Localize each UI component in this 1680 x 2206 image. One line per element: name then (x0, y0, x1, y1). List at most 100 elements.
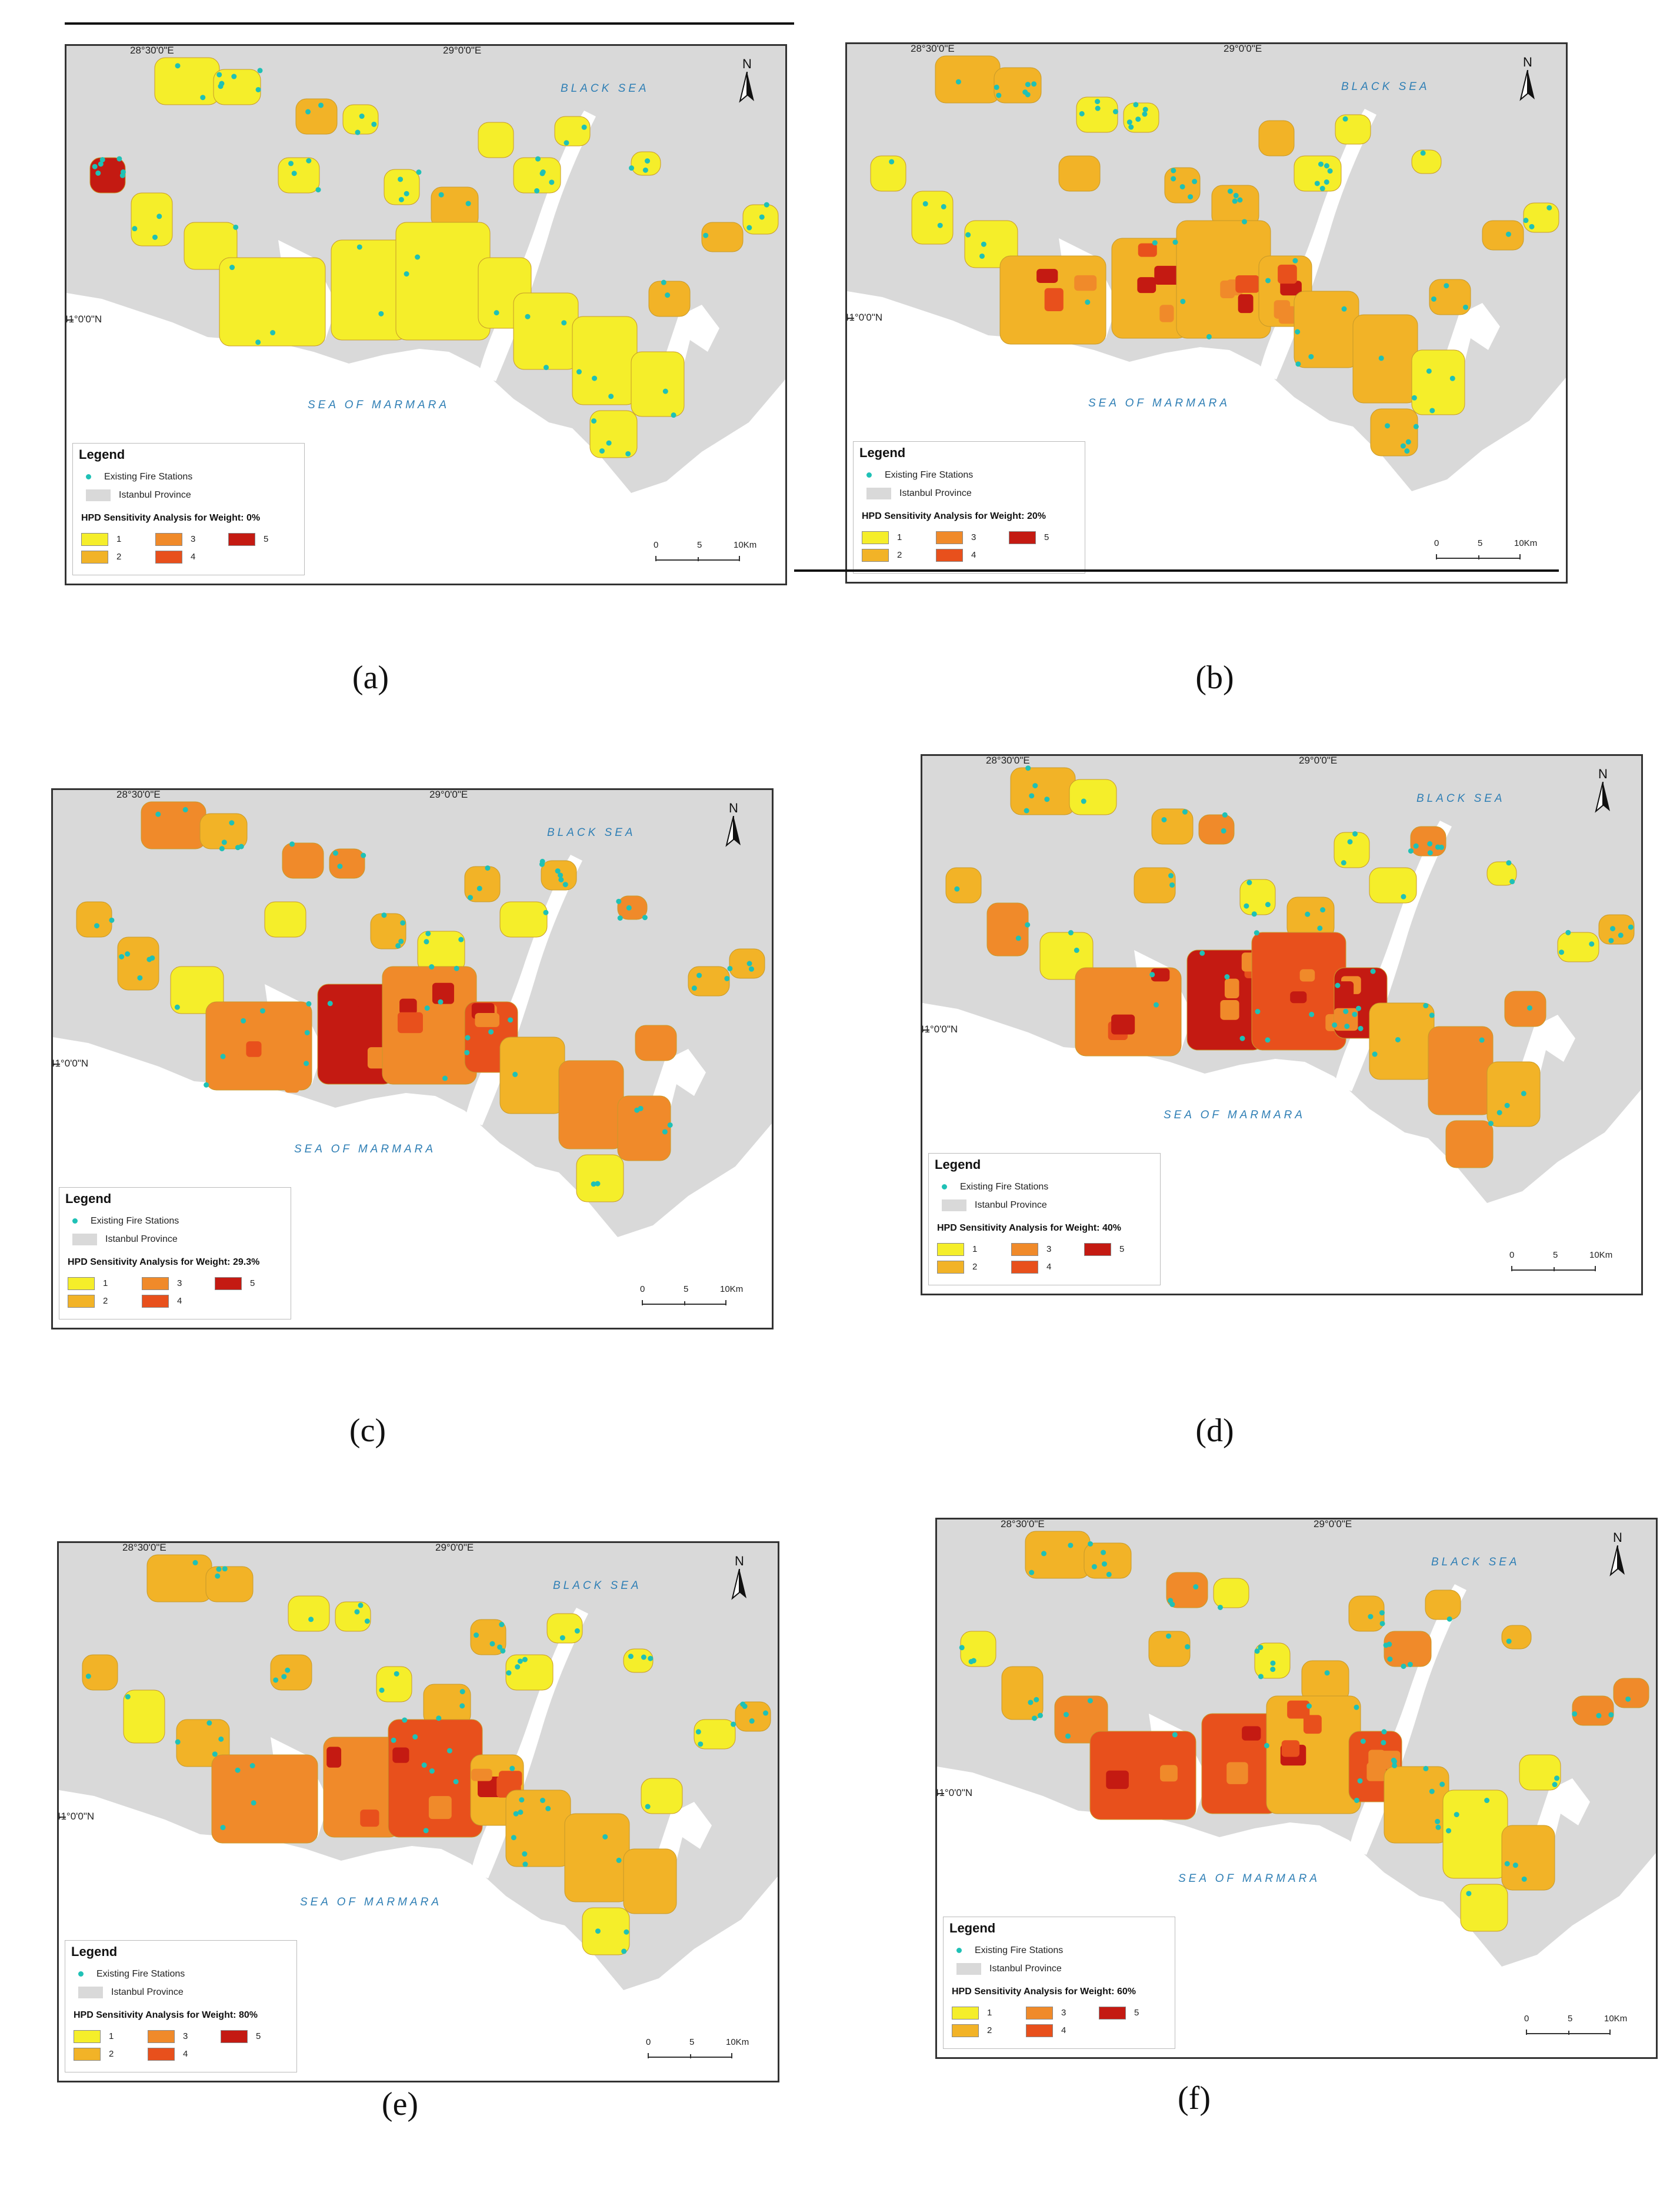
hazard-district (1294, 155, 1342, 192)
fire-station (1224, 974, 1230, 980)
station-dot-icon (78, 1971, 84, 1977)
fire-station (696, 972, 702, 978)
hazard-district (1075, 967, 1182, 1057)
fire-station (308, 1617, 314, 1622)
scale-bar-line (1436, 554, 1521, 559)
scale-tick-0: 0 (640, 1284, 645, 1294)
fire-station (421, 1762, 427, 1768)
fire-station (459, 1689, 465, 1695)
hazard-district (870, 155, 906, 192)
scale-bar: 0 5 10Km (1509, 1250, 1612, 1279)
hazard-district (1384, 1766, 1449, 1844)
hazard-district (376, 1666, 412, 1702)
fire-station (1381, 1740, 1386, 1745)
fire-station (1295, 329, 1301, 335)
fire-station (1521, 1091, 1526, 1097)
fire-station (559, 1635, 565, 1641)
hazard-subdistrict (1238, 294, 1254, 314)
fire-station (229, 265, 235, 271)
legend-title: Legend (79, 447, 125, 462)
legend-class-3: 3 (1011, 1243, 1051, 1256)
fire-station (458, 937, 464, 942)
fire-station (1368, 1614, 1374, 1619)
hazard-subdistrict (1117, 1792, 1134, 1810)
station-dot-icon (956, 1948, 962, 1954)
fire-station (1439, 1781, 1445, 1787)
fire-station (606, 440, 612, 446)
hazard-district (911, 191, 954, 245)
fire-station (212, 1751, 218, 1757)
fire-station (1463, 304, 1469, 310)
panel-caption-d: (d) (1195, 1412, 1234, 1449)
fire-station (1320, 907, 1326, 913)
hazard-district (1523, 202, 1559, 233)
class-label: 4 (191, 551, 196, 562)
fire-station (182, 807, 188, 812)
fire-station (671, 412, 676, 418)
class-swatch (142, 1277, 169, 1290)
fire-station (1193, 1584, 1199, 1590)
legend-province-label: Istanbul Province (119, 490, 191, 501)
fire-station (522, 1861, 528, 1867)
fire-station (1309, 1011, 1315, 1017)
fire-station (661, 279, 666, 285)
hazard-subdistrict (1235, 275, 1259, 293)
province-swatch (942, 1199, 966, 1211)
legend-province-label: Istanbul Province (975, 1200, 1047, 1211)
fire-station (1068, 1542, 1074, 1548)
hazard-district (1025, 1531, 1091, 1579)
fire-station (1306, 1703, 1312, 1709)
fire-station (1031, 81, 1037, 87)
hazard-district (1486, 1061, 1541, 1127)
fire-station (1413, 843, 1419, 849)
fire-station (522, 1657, 528, 1662)
fire-station (1095, 105, 1101, 111)
scale-tick-5: 5 (1478, 538, 1483, 548)
fire-station (304, 1061, 309, 1067)
north-arrow-icon (1609, 1545, 1625, 1577)
fire-station (1188, 194, 1194, 200)
fire-station (1427, 850, 1433, 856)
fire-station (1379, 1610, 1385, 1616)
fire-station (446, 1748, 452, 1754)
fire-station (1041, 1551, 1047, 1557)
class-label: 5 (1119, 1244, 1125, 1254)
class-swatch (155, 551, 182, 564)
fire-station (703, 232, 709, 238)
fire-station (645, 1804, 651, 1810)
figure-rule-2 (794, 569, 1559, 572)
class-swatch (155, 533, 182, 546)
legend-weight-title: HPD Sensitivity Analysis for Weight: 60% (952, 1987, 1136, 1997)
fire-station (1466, 1891, 1472, 1897)
fire-station (508, 1017, 514, 1023)
fire-station (1523, 218, 1529, 224)
station-dot-icon (86, 474, 91, 480)
hazard-district (1370, 408, 1418, 456)
hazard-district (1501, 1625, 1532, 1649)
class-swatch (68, 1295, 95, 1308)
scale-bar: 0 5 10Km (640, 1284, 743, 1314)
hazard-subdistrict (256, 1059, 272, 1076)
fire-station (763, 1710, 769, 1716)
fire-station (218, 84, 224, 89)
fire-station (591, 418, 597, 424)
fire-station (642, 915, 648, 921)
fire-station (395, 943, 401, 949)
hazard-district (505, 1654, 554, 1691)
fire-station (361, 852, 366, 858)
fire-station (1032, 1715, 1038, 1721)
station-dot-icon (866, 472, 872, 478)
north-arrow-icon (1595, 781, 1610, 813)
fire-station (1429, 1788, 1435, 1794)
fire-station (562, 882, 568, 888)
legend-class-3: 3 (148, 2030, 188, 2043)
class-label: 5 (250, 1278, 255, 1288)
legend-class-5: 5 (221, 2030, 261, 2043)
fire-station (665, 292, 671, 298)
fire-station (1529, 224, 1535, 229)
scale-tick-5: 5 (1568, 2014, 1573, 2024)
fire-station (1423, 1765, 1429, 1771)
fire-station (416, 169, 422, 175)
reservoir-east (653, 1049, 706, 1108)
fire-station (465, 1035, 471, 1041)
